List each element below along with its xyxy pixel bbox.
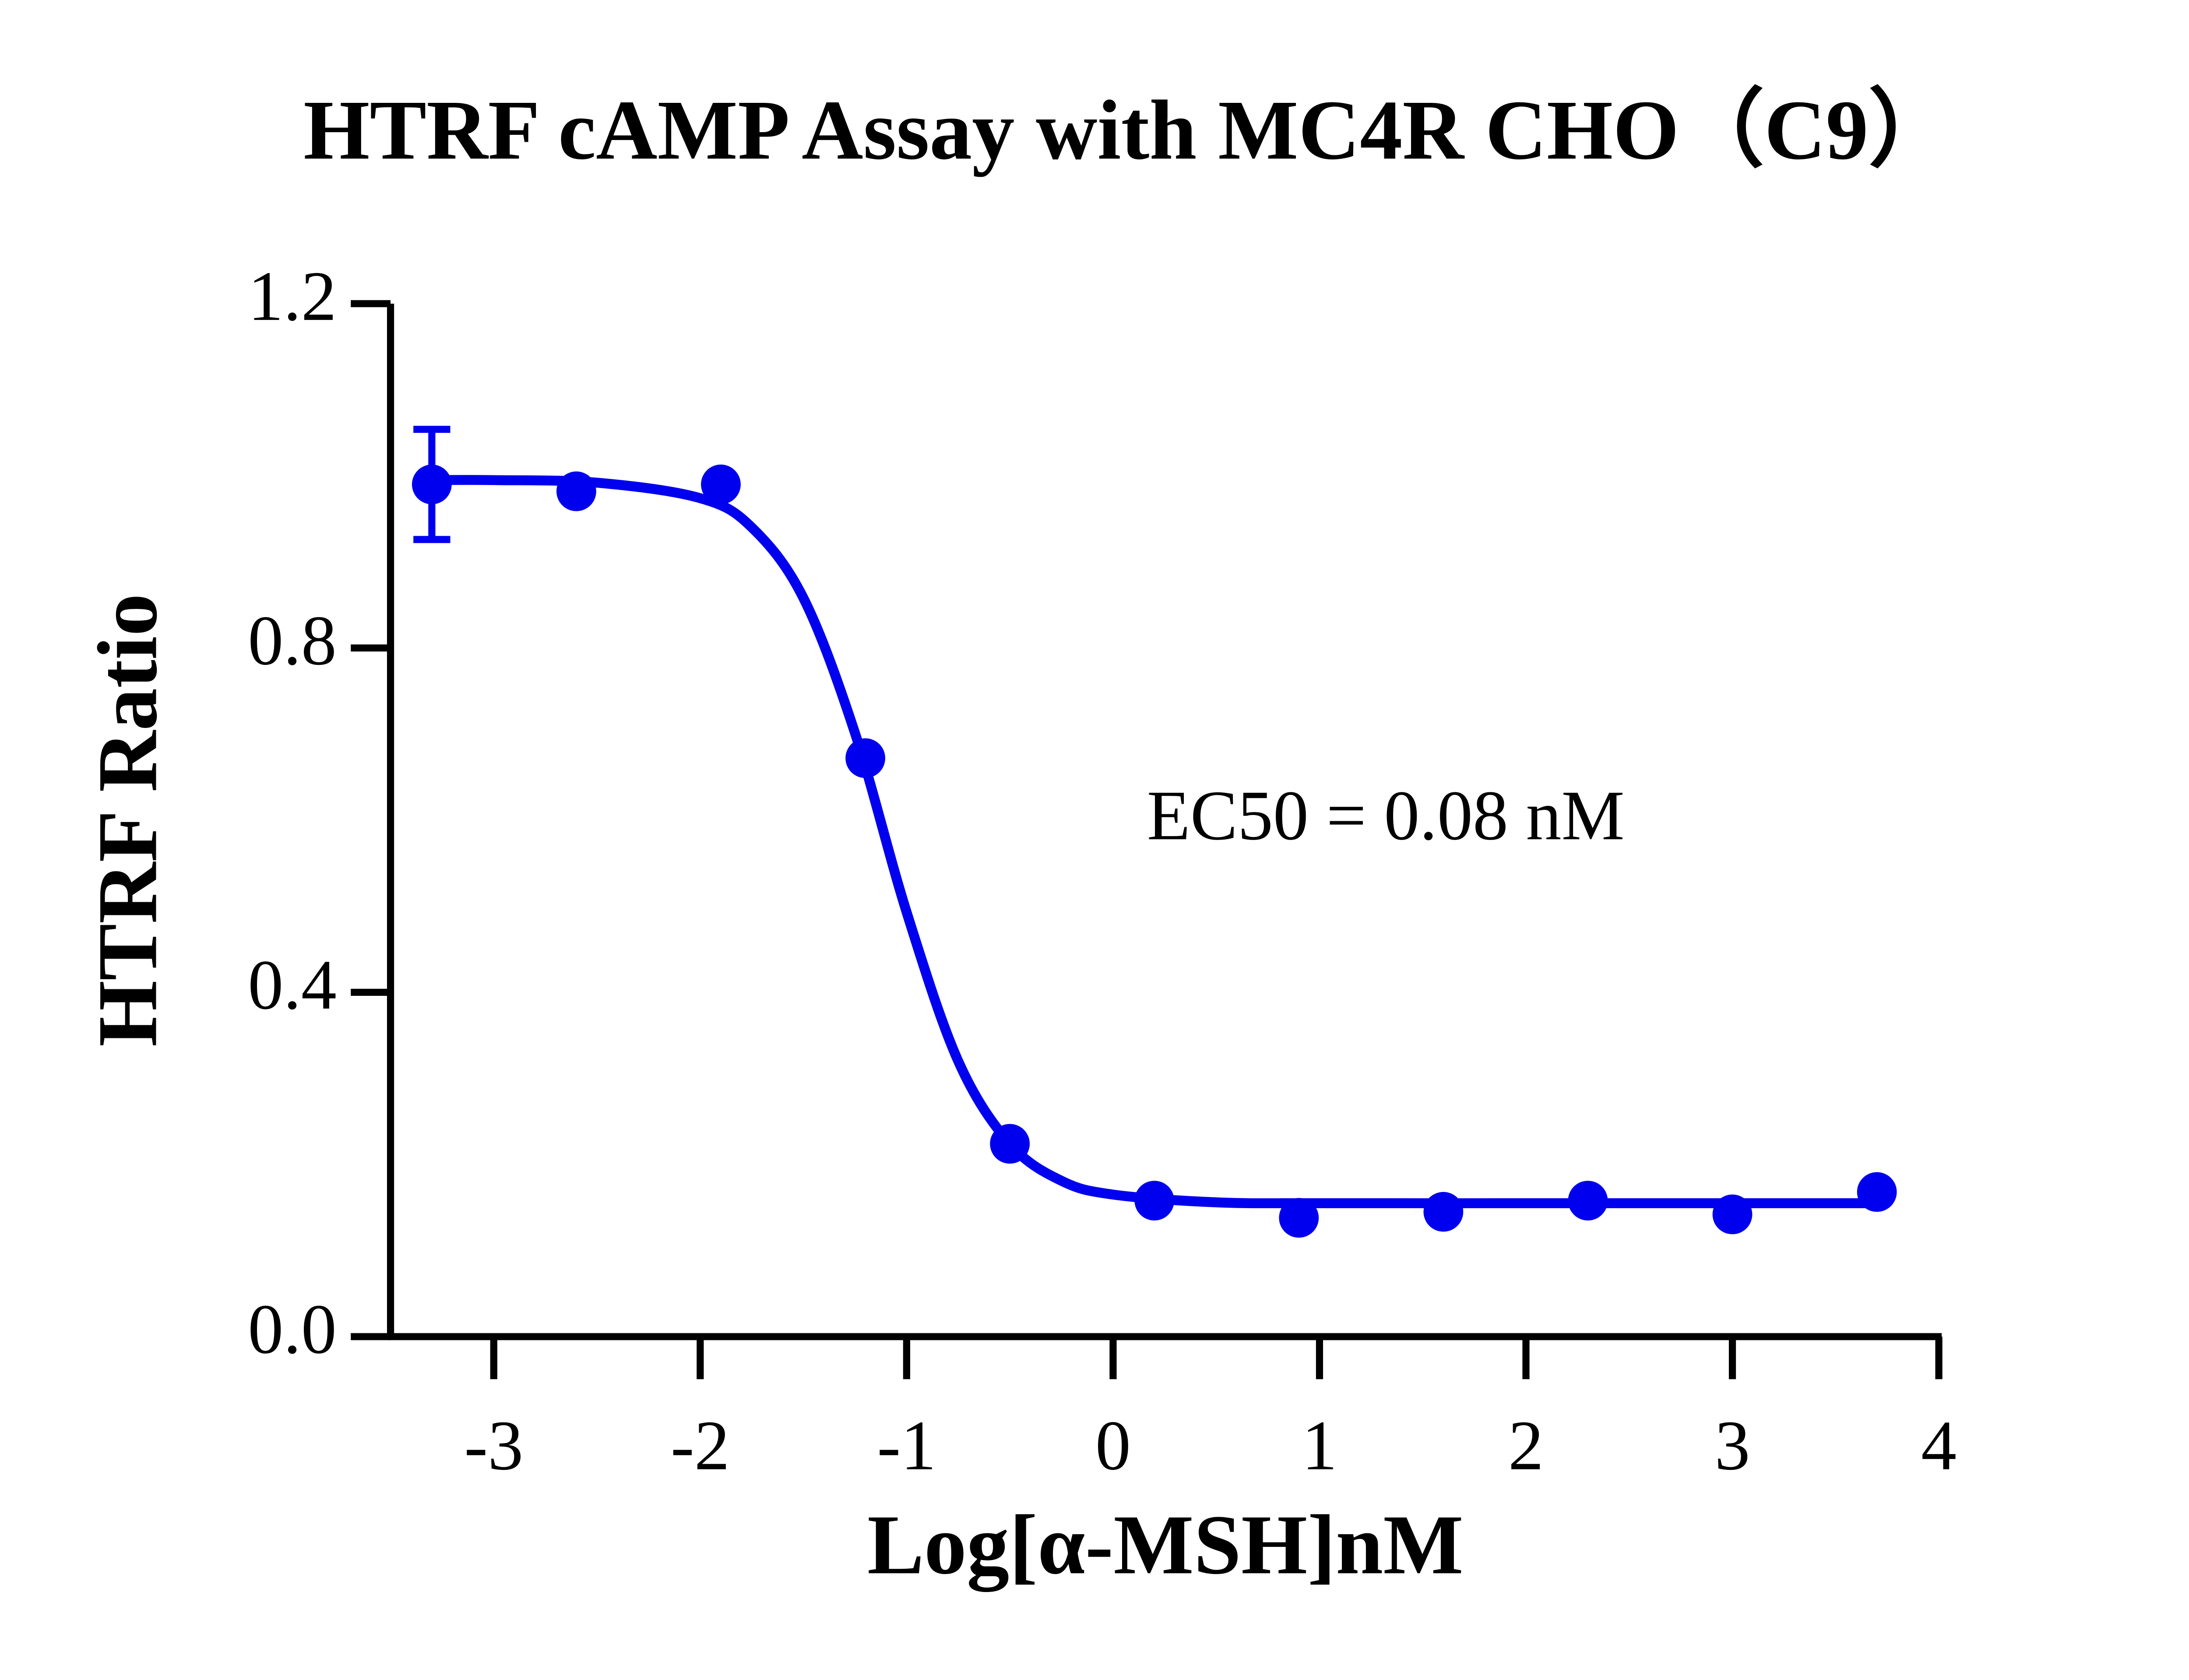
y-tick-label: 0.8	[248, 601, 337, 680]
x-tick-label: 3	[1715, 1407, 1750, 1485]
x-tick-label: 4	[1921, 1407, 1957, 1485]
y-tick-label: 0.4	[248, 946, 337, 1024]
x-axis-label: Log[α-MSH]nM	[867, 1498, 1464, 1592]
x-tick-label: -2	[671, 1407, 730, 1485]
data-point	[701, 464, 741, 505]
y-tick-label: 1.2	[248, 257, 337, 336]
fit-curve	[432, 475, 1877, 1209]
data-point	[412, 464, 452, 505]
x-tick-label: -1	[877, 1407, 936, 1485]
data-point	[845, 738, 885, 778]
data-point	[1712, 1194, 1753, 1234]
data-point	[1423, 1192, 1464, 1232]
data-point	[990, 1124, 1030, 1164]
x-tick-label: -3	[464, 1407, 523, 1485]
y-axis-label: HTRF Ratio	[81, 594, 175, 1047]
data-point	[1134, 1181, 1175, 1221]
x-tick-label: 2	[1508, 1407, 1544, 1485]
annotation: EC50 = 0.08 nM	[1147, 777, 1625, 855]
data-point	[1857, 1172, 1897, 1212]
y-tick-label: 0.0	[248, 1290, 337, 1369]
data-point	[556, 471, 596, 511]
x-tick-label: 0	[1095, 1407, 1131, 1485]
chart-title: HTRF cAMP Assay with MC4R CHO（C9）	[303, 83, 1953, 177]
x-tick-label: 1	[1302, 1407, 1337, 1485]
data-point	[1568, 1181, 1608, 1221]
data-point	[1279, 1198, 1319, 1238]
